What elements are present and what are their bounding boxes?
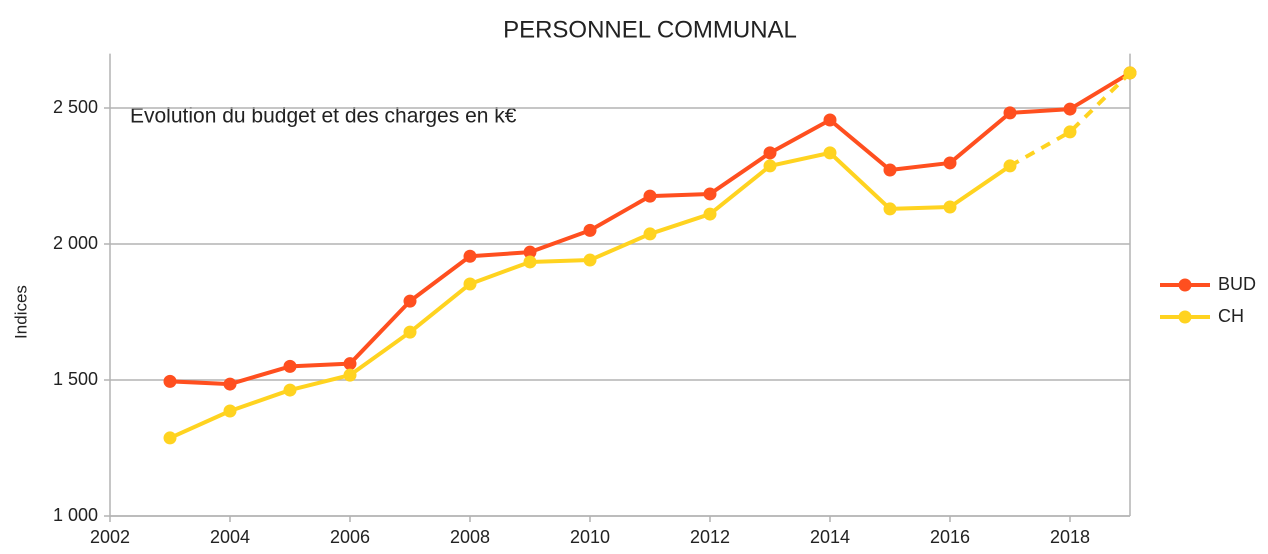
data-point bbox=[763, 146, 777, 160]
legend-label: BUD bbox=[1218, 274, 1256, 294]
x-tick-label: 2018 bbox=[1050, 527, 1090, 547]
data-point bbox=[703, 187, 717, 201]
legend-label: CH bbox=[1218, 306, 1244, 326]
annotation: Evolution du budget et des charges en k€ bbox=[130, 105, 517, 128]
data-point bbox=[943, 200, 957, 214]
data-point bbox=[523, 245, 537, 259]
data-point bbox=[463, 249, 477, 263]
y-tick-label: 2 500 bbox=[53, 97, 98, 117]
x-tick-label: 2010 bbox=[570, 527, 610, 547]
data-point bbox=[343, 368, 357, 382]
x-tick-label: 2016 bbox=[930, 527, 970, 547]
data-point bbox=[163, 431, 177, 445]
data-point bbox=[343, 357, 357, 371]
y-axis-label: Indices bbox=[11, 285, 30, 339]
legend-marker bbox=[1178, 278, 1192, 292]
data-point bbox=[223, 377, 237, 391]
data-point bbox=[943, 156, 957, 170]
data-point bbox=[763, 159, 777, 173]
legend-marker bbox=[1178, 310, 1192, 324]
data-point bbox=[523, 255, 537, 269]
x-tick-label: 2002 bbox=[90, 527, 130, 547]
data-point bbox=[643, 189, 657, 203]
data-point bbox=[1063, 102, 1077, 116]
data-point bbox=[1003, 159, 1017, 173]
y-tick-label: 1 500 bbox=[53, 369, 98, 389]
data-point bbox=[823, 146, 837, 160]
data-point bbox=[823, 113, 837, 127]
data-point bbox=[1063, 125, 1077, 139]
data-point bbox=[1123, 66, 1137, 80]
x-tick-label: 2008 bbox=[450, 527, 490, 547]
data-point bbox=[403, 294, 417, 308]
chart-title: PERSONNEL COMMUNAL bbox=[503, 16, 797, 43]
x-tick-label: 2006 bbox=[330, 527, 370, 547]
y-tick-label: 2 000 bbox=[53, 233, 98, 253]
y-tick-label: 1 000 bbox=[53, 505, 98, 525]
data-point bbox=[283, 359, 297, 373]
x-tick-label: 2014 bbox=[810, 527, 850, 547]
data-point bbox=[643, 227, 657, 241]
x-tick-label: 2012 bbox=[690, 527, 730, 547]
data-point bbox=[583, 223, 597, 237]
data-point bbox=[403, 325, 417, 339]
data-point bbox=[883, 202, 897, 216]
data-point bbox=[883, 163, 897, 177]
data-point bbox=[223, 404, 237, 418]
data-point bbox=[583, 253, 597, 267]
data-point bbox=[463, 277, 477, 291]
series-line-dashed bbox=[1009, 71, 1132, 168]
data-point bbox=[283, 383, 297, 397]
x-tick-label: 2004 bbox=[210, 527, 250, 547]
series-line bbox=[169, 150, 1012, 440]
data-point bbox=[163, 374, 177, 388]
data-point bbox=[703, 207, 717, 221]
data-point bbox=[1003, 106, 1017, 120]
